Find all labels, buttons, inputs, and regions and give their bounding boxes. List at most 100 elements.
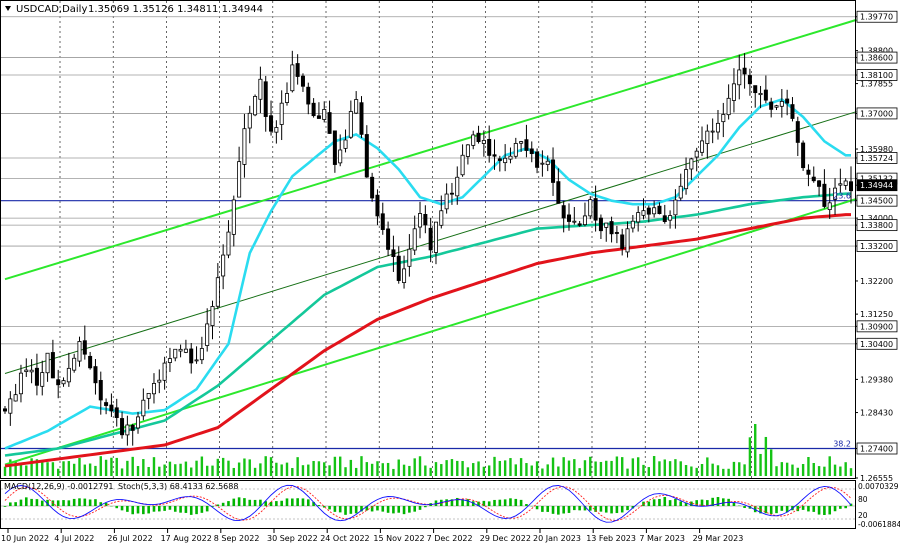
macd-histogram-bar (94, 499, 97, 506)
macd-histogram-bar (823, 506, 826, 515)
candle-body (120, 418, 125, 436)
macd-histogram-bar (706, 500, 709, 506)
candle-body (646, 207, 651, 215)
oscillator-axis-label: -0.0061884 (858, 520, 900, 529)
candle-body (205, 323, 210, 346)
moving-averages (4, 98, 851, 468)
stochastic-lines (4, 484, 852, 523)
candle-body (769, 101, 774, 110)
volume-bar (94, 465, 97, 476)
volume-bar (62, 461, 65, 476)
macd-histogram-bar (237, 497, 241, 506)
volume-bar (493, 456, 496, 476)
macd-histogram-bar (72, 498, 76, 506)
candle-body (348, 111, 353, 138)
macd-histogram-bar (620, 506, 624, 513)
price-tick-label: 1.38800 (860, 47, 893, 56)
menu-triangle-icon[interactable] (5, 6, 11, 11)
volume-bar (392, 468, 395, 476)
volume-bar (57, 468, 60, 476)
macd-histogram-bar (514, 498, 518, 506)
macd-histogram-bar (291, 498, 294, 506)
volume-bar (78, 457, 81, 476)
ohlc-values: 1.35069 1.35126 1.34811 1.34944 (88, 4, 263, 15)
candle-body (795, 121, 800, 143)
volume-bar (466, 467, 470, 476)
macd-histogram-bar (780, 506, 784, 511)
volume-bar (354, 467, 358, 476)
macd-histogram-bar (381, 506, 385, 512)
candle-body (77, 341, 82, 362)
volume-bar (573, 459, 576, 476)
candle-body (199, 348, 204, 361)
candle-body (18, 372, 23, 395)
macd-histogram-bar (306, 499, 310, 506)
volume-bar (764, 436, 768, 476)
volume-bar (626, 468, 629, 476)
macd-histogram-bar (317, 505, 321, 506)
candle-body (178, 348, 183, 352)
candle-body (343, 139, 348, 149)
candle-body (721, 114, 726, 123)
macd-histogram-bar (285, 498, 289, 506)
volume-bar (636, 457, 640, 476)
macd-histogram-bar (498, 499, 502, 506)
candle-body (700, 140, 705, 153)
volume-bar (72, 463, 76, 476)
volume-bar (567, 460, 571, 476)
price-label-box (856, 179, 898, 192)
price-tick-label: 1.37855 (860, 80, 893, 89)
macd-histogram-bar (386, 506, 390, 513)
candle-body (838, 183, 843, 186)
candle-body (231, 199, 236, 235)
volume-bar (25, 465, 28, 476)
candle-body (593, 198, 598, 221)
volume-bar (509, 458, 512, 476)
candle-body (189, 348, 194, 364)
macd-histogram-bar (333, 506, 337, 512)
volume-bar (323, 462, 326, 476)
macd-histogram-bar (3, 506, 7, 507)
macd-histogram-bar (753, 506, 757, 513)
macd-histogram-bar (828, 506, 832, 515)
candle-body (444, 193, 449, 210)
candle-body (774, 105, 779, 108)
candle-body (747, 75, 752, 85)
candle-body (428, 227, 433, 251)
candle-body (61, 380, 66, 385)
macd-histogram-bar (690, 501, 693, 506)
volume-bar (237, 462, 241, 476)
volume-bar (674, 459, 677, 476)
volume-bar (525, 463, 528, 476)
macd-histogram-bar (413, 506, 416, 512)
candle-body (215, 277, 220, 307)
volume-bar (716, 465, 720, 476)
volume-bar (823, 466, 826, 476)
candle-body (364, 134, 369, 178)
candle-body (269, 115, 274, 132)
volume-bar (381, 463, 384, 476)
volume-bar (46, 462, 49, 476)
macd-histogram-bar (147, 506, 150, 514)
macd-histogram-bar (604, 506, 608, 513)
macd-histogram-bar (88, 499, 92, 506)
macd-histogram-bar (503, 499, 507, 506)
volume-bar (99, 456, 102, 476)
volume-bar (434, 462, 438, 476)
price-label-box (856, 320, 898, 333)
volume-bar (3, 466, 7, 476)
volume-bar (67, 461, 71, 476)
candle-body (82, 340, 87, 355)
macd-histogram-bar (408, 506, 411, 513)
volume-bar (482, 466, 486, 476)
price-label-box (856, 240, 898, 252)
volume-bar (562, 457, 565, 476)
volume-bar (844, 462, 847, 476)
macd-histogram-bar (578, 506, 581, 511)
time-tick-label: 13 Feb 2023 (586, 534, 636, 543)
candle-body (141, 399, 146, 417)
macd-histogram-bar (722, 498, 725, 506)
volume-bar (365, 462, 369, 476)
volume-bar (413, 458, 416, 476)
